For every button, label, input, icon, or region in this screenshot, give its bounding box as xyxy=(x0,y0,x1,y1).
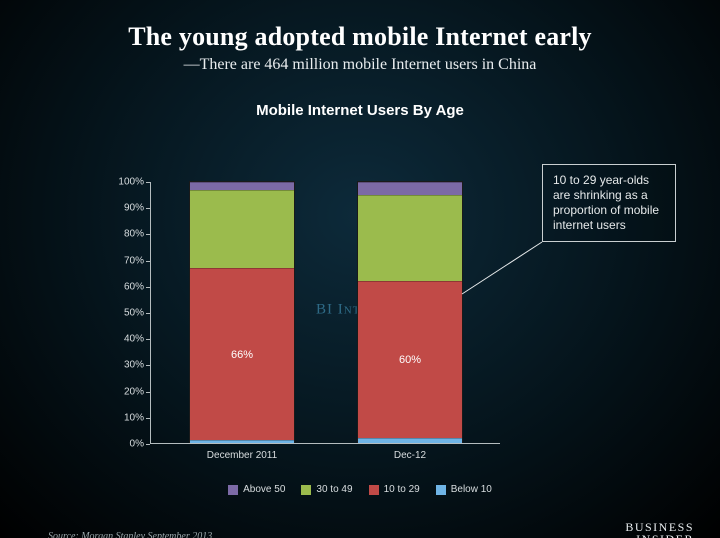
legend-swatch xyxy=(369,485,379,495)
plot-area: BI Intelligence 66%December 201160%Dec-1… xyxy=(150,182,500,444)
bar-segment-r10_29: 60% xyxy=(358,281,462,438)
annotation-box: 10 to 29 year-olds are shrinking as a pr… xyxy=(542,164,676,242)
y-tick-label: 100% xyxy=(108,177,144,188)
y-tick xyxy=(146,208,150,209)
y-tick-label: 20% xyxy=(108,386,144,397)
x-tick-label: Dec-12 xyxy=(350,450,470,461)
brand-line2: INSIDER xyxy=(625,533,694,538)
brand-logo: BUSINESS INSIDER xyxy=(625,521,694,538)
chart-area: BI Intelligence 66%December 201160%Dec-1… xyxy=(110,182,500,464)
bar-segment-r30_49 xyxy=(358,195,462,281)
y-tick xyxy=(146,444,150,445)
bar: 66% xyxy=(189,181,295,443)
bar-segment-r30_49 xyxy=(190,190,294,268)
y-tick-label: 60% xyxy=(108,281,144,292)
y-tick xyxy=(146,392,150,393)
y-tick xyxy=(146,182,150,183)
y-tick-label: 70% xyxy=(108,255,144,266)
y-tick-label: 10% xyxy=(108,412,144,423)
legend-item: 10 to 29 xyxy=(369,484,420,495)
y-tick-label: 0% xyxy=(108,439,144,450)
y-tick xyxy=(146,339,150,340)
y-tick-label: 40% xyxy=(108,334,144,345)
legend-swatch xyxy=(301,485,311,495)
bar-segment-above50 xyxy=(358,182,462,195)
bar: 60% xyxy=(357,181,463,443)
legend-swatch xyxy=(228,485,238,495)
y-tick xyxy=(146,234,150,235)
legend-item: Below 10 xyxy=(436,484,492,495)
legend-swatch xyxy=(436,485,446,495)
y-tick-label: 50% xyxy=(108,308,144,319)
x-tick-label: December 2011 xyxy=(182,450,302,461)
y-tick xyxy=(146,418,150,419)
page-title: The young adopted mobile Internet early xyxy=(0,22,720,52)
y-tick xyxy=(146,313,150,314)
source-text: Source: Morgan Stanley September 2013 xyxy=(48,531,212,538)
y-tick-label: 80% xyxy=(108,229,144,240)
y-tick xyxy=(146,261,150,262)
bar-segment-r10_29: 66% xyxy=(190,268,294,440)
y-tick xyxy=(146,287,150,288)
legend-label: 30 to 49 xyxy=(316,484,352,495)
y-tick xyxy=(146,365,150,366)
legend-item: 30 to 49 xyxy=(301,484,352,495)
y-tick-label: 30% xyxy=(108,360,144,371)
page-subtitle: —There are 464 million mobile Internet u… xyxy=(0,56,720,74)
legend-label: Below 10 xyxy=(451,484,492,495)
bar-segment-below10 xyxy=(358,438,462,443)
legend-label: 10 to 29 xyxy=(384,484,420,495)
legend: Above 50 30 to 49 10 to 29 Below 10 xyxy=(0,484,720,498)
chart-title: Mobile Internet Users By Age xyxy=(0,102,720,119)
y-tick-label: 90% xyxy=(108,203,144,214)
legend-item: Above 50 xyxy=(228,484,285,495)
bar-segment-below10 xyxy=(190,440,294,443)
legend-label: Above 50 xyxy=(243,484,285,495)
bar-segment-above50 xyxy=(190,182,294,190)
